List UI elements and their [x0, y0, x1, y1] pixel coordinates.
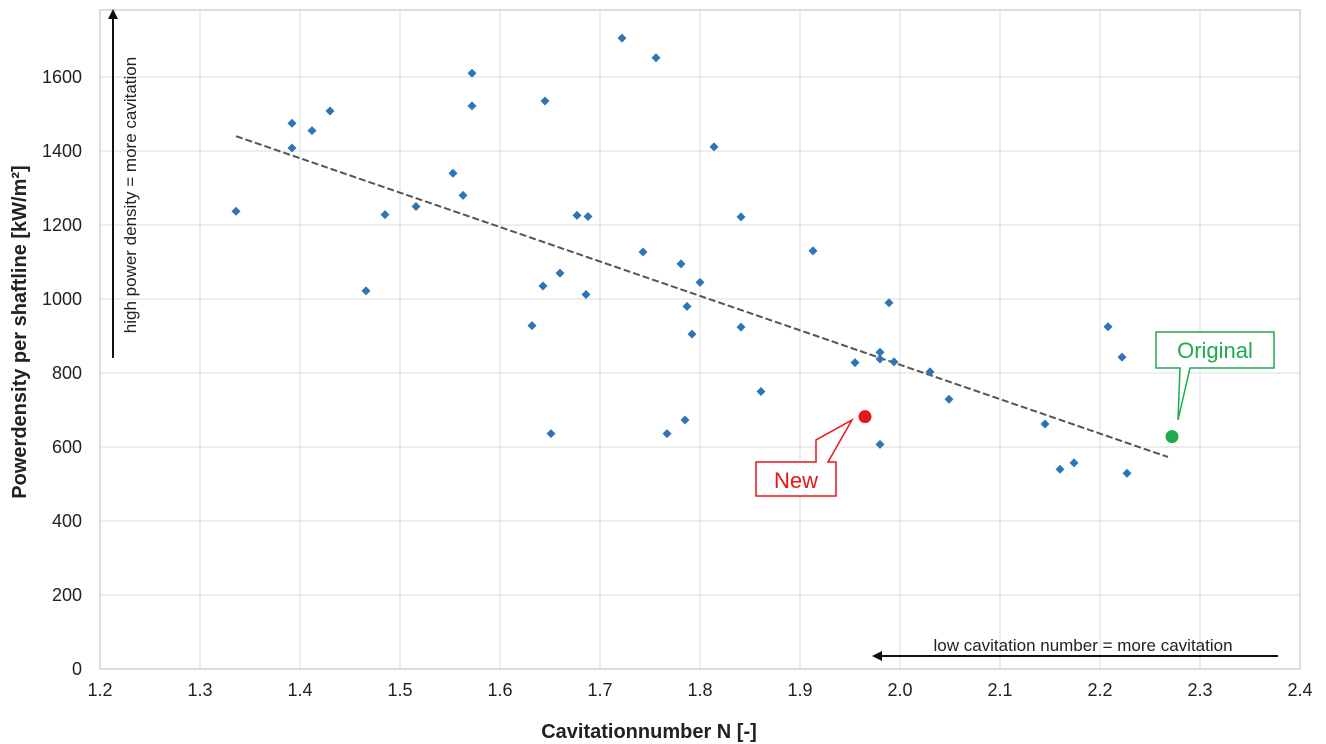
- x-tick-labels: 1.2 1.3 1.4 1.5 1.6 1.7 1.8 1.9 2.0 2.1 2.2 2.3 2.4: [87, 680, 1312, 700]
- data-point: [687, 329, 697, 339]
- data-point: [540, 96, 550, 106]
- x-tick-label: 2.4: [1287, 680, 1312, 700]
- callout-new-label: New: [774, 468, 818, 493]
- y-tick-label: 600: [52, 437, 82, 457]
- data-point: [1117, 352, 1127, 362]
- x-tick-label: 2.3: [1187, 680, 1212, 700]
- data-point: [875, 347, 885, 357]
- x-axis-title: Cavitationnumber N [-]: [541, 721, 757, 743]
- x-tick-label: 1.4: [287, 680, 312, 700]
- y-tick-label: 1400: [42, 141, 82, 161]
- horizontal-annotation-text: low cavitation number = more cavitation: [933, 636, 1232, 655]
- data-point: [583, 211, 593, 221]
- y-tick-label: 1000: [42, 289, 82, 309]
- callout-original-box: [1155, 331, 1275, 421]
- data-point: [709, 142, 719, 152]
- data-point: [458, 190, 468, 200]
- data-point: [581, 290, 591, 300]
- trendline: [235, 135, 1169, 458]
- data-point: [680, 415, 690, 425]
- highlight-point-new: [858, 410, 872, 424]
- data-point: [638, 247, 648, 257]
- x-tick-label: 1.5: [387, 680, 412, 700]
- data-point: [736, 212, 746, 222]
- y-tick-label: 800: [52, 363, 82, 383]
- data-point: [467, 101, 477, 111]
- x-tick-label: 2.0: [887, 680, 912, 700]
- data-point: [287, 143, 297, 153]
- data-point: [1040, 419, 1050, 429]
- x-tick-label: 1.6: [487, 680, 512, 700]
- data-point: [411, 202, 421, 211]
- data-point: [467, 68, 477, 78]
- data-point: [361, 286, 371, 296]
- x-tick-label: 1.7: [587, 680, 612, 700]
- data-point: [572, 210, 582, 220]
- data-point: [884, 298, 894, 308]
- y-tick-label: 1200: [42, 215, 82, 235]
- data-point: [925, 367, 935, 377]
- data-point: [736, 322, 746, 332]
- y-tick-label: 1600: [42, 67, 82, 87]
- vertical-annotation-text: high power density = more cavitation: [121, 57, 140, 333]
- data-point: [307, 126, 317, 136]
- x-tick-label: 2.2: [1087, 680, 1112, 700]
- callout-original: Original: [1155, 331, 1275, 421]
- x-tick-label: 1.2: [87, 680, 112, 700]
- data-point: [1055, 464, 1065, 474]
- data-point: [287, 118, 297, 128]
- data-point: [662, 429, 672, 439]
- data-point: [756, 387, 766, 396]
- data-point: [651, 53, 661, 63]
- plot-frame: [99, 9, 1301, 670]
- data-point: [850, 358, 860, 368]
- y-tick-label: 0: [72, 659, 82, 679]
- data-point: [808, 246, 818, 256]
- data-point: [448, 168, 458, 178]
- y-tick-label: 200: [52, 585, 82, 605]
- data-point: [617, 33, 627, 43]
- x-tick-label: 1.8: [687, 680, 712, 700]
- callout-new-box: [755, 418, 854, 497]
- callout-new: New: [755, 418, 854, 497]
- data-point: [380, 210, 390, 220]
- highlight-point-original: [1165, 430, 1179, 444]
- x-tick-label: 1.3: [187, 680, 212, 700]
- highlight-points: [858, 410, 1179, 444]
- data-points: [231, 33, 1132, 478]
- y-tick-labels: 0 200 400 600 800 1000 1200 1400 1600: [42, 67, 82, 679]
- data-point: [944, 394, 954, 404]
- data-point: [325, 106, 335, 116]
- data-point: [889, 357, 899, 367]
- data-point: [695, 277, 705, 287]
- data-point: [875, 354, 885, 364]
- data-point: [1122, 468, 1132, 478]
- y-axis-title: Powerdensity per shaftline [kW/m²]: [9, 165, 31, 498]
- data-point: [527, 321, 537, 331]
- y-tick-label: 400: [52, 511, 82, 531]
- data-point: [546, 429, 556, 439]
- data-point: [1069, 458, 1079, 468]
- x-tick-label: 2.1: [987, 680, 1012, 700]
- gridlines: [99, 10, 1301, 670]
- callout-original-label: Original: [1177, 338, 1253, 363]
- data-point: [231, 206, 241, 216]
- data-point: [538, 281, 548, 291]
- data-point: [555, 268, 565, 278]
- data-point: [1103, 322, 1113, 332]
- x-tick-label: 1.9: [787, 680, 812, 700]
- data-point: [682, 301, 692, 311]
- trendline-group: [235, 135, 1169, 458]
- data-point: [676, 259, 686, 269]
- data-point: [875, 439, 885, 449]
